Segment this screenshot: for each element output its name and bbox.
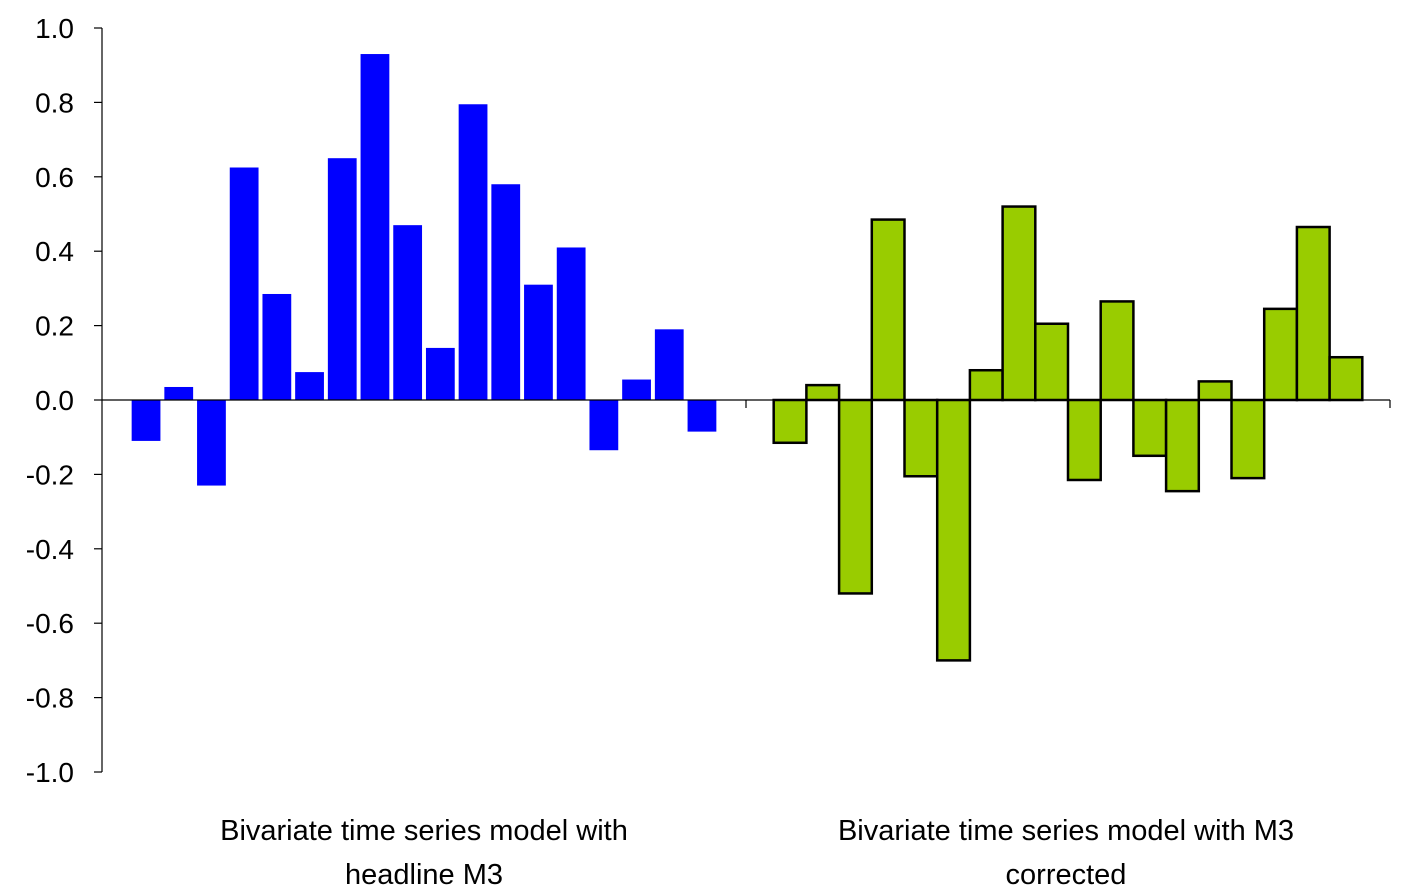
bar-series-1	[262, 293, 292, 400]
bar-series-2	[1034, 322, 1070, 402]
bar-series-2	[1164, 398, 1201, 493]
group-labels-layer: Bivariate time series model with headline…	[220, 815, 1294, 891]
axes-layer	[101, 28, 1391, 772]
bar-series-1	[295, 372, 324, 400]
y-tick-label: 1.0	[35, 13, 74, 44]
bar-series-1	[425, 347, 455, 400]
bar-series-2	[1295, 225, 1331, 402]
bar-series-2	[772, 398, 808, 445]
bar-series-2	[1132, 398, 1168, 458]
y-tick-label: 0.0	[35, 385, 74, 416]
bar-series-2	[1230, 398, 1266, 480]
y-ticks-layer: 1.0 0.8 0.6 0.4 0.2 0.0 -0.2 -0.4 -0.6 -0.8 -1.0	[26, 13, 102, 788]
bar-series-2	[1197, 380, 1233, 402]
bar-series-2	[1328, 355, 1364, 402]
bar-series-1	[229, 167, 259, 400]
y-tick-label: -0.8	[26, 683, 74, 714]
bar-series-1	[131, 400, 161, 441]
bar-series-1	[360, 54, 390, 400]
bar-series-2	[1262, 307, 1299, 402]
y-tick-label: -0.6	[26, 608, 74, 639]
bar-series-1	[164, 386, 194, 400]
bar-series-1	[524, 284, 553, 400]
bar-series-1	[491, 184, 521, 400]
bar-series-1	[458, 104, 488, 400]
category-label: corrected	[1006, 859, 1127, 891]
bar-series-2	[1066, 398, 1102, 482]
y-tick-label: -1.0	[26, 757, 74, 788]
bar-series-2	[935, 398, 972, 662]
bar-series-2	[903, 398, 939, 478]
y-tick-label: 0.2	[35, 311, 74, 342]
bar-series-1	[393, 225, 423, 400]
bar-series-1	[197, 400, 226, 486]
bar-series-1	[622, 379, 651, 400]
y-tick-label: 0.8	[35, 87, 74, 118]
bar-series-1	[556, 247, 586, 400]
category-label: Bivariate time series model with	[220, 815, 628, 847]
bar-series-2	[1099, 300, 1135, 402]
bar-series-1	[589, 400, 619, 451]
bar-series-1	[327, 158, 357, 400]
bar-series-2	[1001, 205, 1037, 402]
bar-series-2	[805, 383, 841, 402]
category-label: headline M3	[345, 859, 503, 891]
y-tick-label: 0.4	[35, 236, 74, 267]
bar-series-1	[654, 329, 684, 400]
bar-series-1	[687, 400, 717, 432]
bar-series-2	[968, 368, 1004, 402]
y-tick-label: -0.2	[26, 459, 74, 490]
category-label: Bivariate time series model with M3	[838, 815, 1294, 847]
y-tick-label: 0.6	[35, 162, 74, 193]
y-tick-label: -0.4	[26, 534, 74, 565]
bar-series-2	[837, 398, 874, 595]
bar-series-2	[870, 218, 906, 402]
bars-layer	[131, 54, 1364, 662]
